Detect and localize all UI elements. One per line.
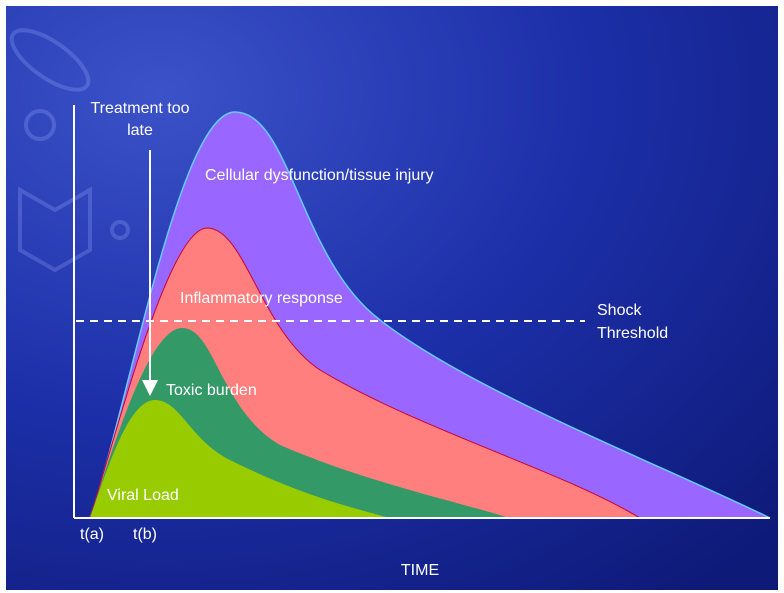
treatment-label: late: [127, 122, 153, 139]
threshold-label: Threshold: [597, 325, 668, 342]
area-label: Viral Load: [107, 487, 179, 504]
x-axis-label: TIME: [401, 562, 439, 579]
area-label: Toxic burden: [166, 382, 257, 399]
time-mark: t(b): [133, 526, 157, 543]
threshold-label: Shock: [597, 302, 642, 319]
time-mark: t(a): [80, 526, 104, 543]
area-label: Cellular dysfunction/tissue injury: [205, 167, 434, 184]
treatment-label: Treatment too: [90, 100, 189, 117]
slide: Treatment too late Cellular dysfunction/…: [0, 0, 784, 593]
area-label: Inflammatory response: [180, 290, 343, 307]
